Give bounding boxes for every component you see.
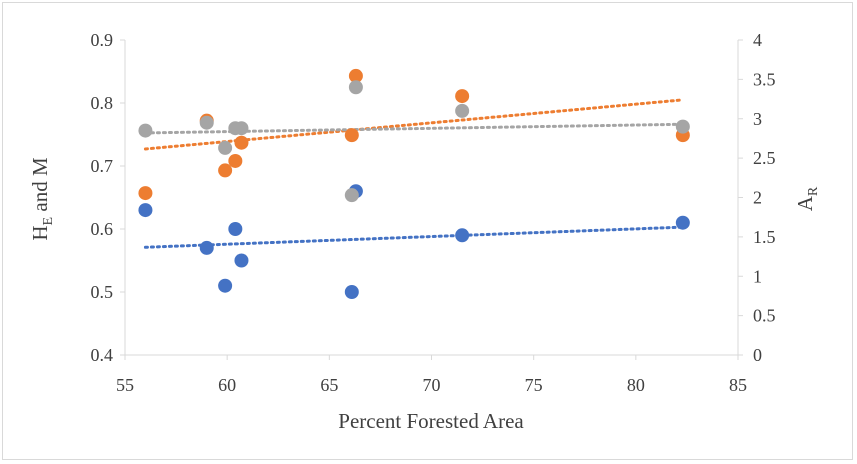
data-point-series-2 bbox=[218, 163, 233, 178]
tick-marks bbox=[120, 39, 743, 360]
x-tick-label: 80 bbox=[627, 375, 645, 395]
y-left-tick-label: 0.4 bbox=[91, 345, 114, 365]
y-right-tick-label: 2.5 bbox=[753, 148, 776, 168]
axes bbox=[124, 40, 739, 356]
data-point-series-3 bbox=[348, 80, 363, 95]
data-point-series-1 bbox=[234, 253, 249, 268]
y-left-tick-label: 0.9 bbox=[91, 30, 114, 50]
y-right-tick-label: 3 bbox=[753, 109, 762, 129]
y-left-title-subscript: E bbox=[41, 217, 56, 226]
y-right-tick-label: 3.5 bbox=[753, 69, 776, 89]
y-left-tick-label: 0.5 bbox=[91, 282, 114, 302]
x-tick-label: 85 bbox=[729, 375, 747, 395]
data-point-series-1 bbox=[455, 228, 470, 243]
data-point-series-1 bbox=[218, 278, 233, 293]
x-tick-label: 75 bbox=[525, 375, 543, 395]
y-right-tick-label: 2 bbox=[753, 188, 762, 208]
data-point-series-3 bbox=[675, 119, 690, 134]
y-left-title-main: H bbox=[28, 225, 52, 240]
data-point-series-2 bbox=[234, 135, 249, 150]
data-point-series-3 bbox=[218, 140, 233, 155]
data-point-series-2 bbox=[348, 68, 363, 83]
y-right-tick-label: 0 bbox=[753, 345, 762, 365]
data-point-series-1 bbox=[138, 203, 153, 218]
data-point-series-2 bbox=[455, 89, 470, 104]
y-left-axis-title: HE and M bbox=[28, 157, 56, 241]
y-right-title-main: A bbox=[793, 195, 817, 211]
x-tick-label: 70 bbox=[423, 375, 441, 395]
y-right-title-subscript: R bbox=[806, 186, 821, 196]
data-point-series-2 bbox=[138, 186, 153, 201]
y-right-tick-label: 1.5 bbox=[753, 227, 776, 247]
data-point-series-2 bbox=[344, 128, 359, 143]
data-point-series-1 bbox=[344, 285, 359, 299]
y-right-axis-title: AR bbox=[793, 186, 821, 211]
y-left-title-tail: and M bbox=[28, 157, 52, 217]
trendline-series-1 bbox=[143, 225, 685, 249]
data-point-series-3 bbox=[234, 121, 249, 136]
tick-labels: 55 60 65 70 75 80 85 0.4 0.5 0.6 0.7 0.8 0.9 0 0.5 1 1.5… bbox=[91, 30, 776, 395]
data-point-series-3 bbox=[199, 115, 214, 130]
data-point-series-1 bbox=[228, 222, 243, 236]
data-point-series-1 bbox=[199, 240, 214, 255]
data-point-series-2 bbox=[228, 153, 243, 168]
y-left-tick-label: 0.8 bbox=[91, 93, 114, 113]
data-point-series-3 bbox=[455, 103, 470, 118]
data-point-series-1 bbox=[675, 215, 690, 230]
data-point-series-3 bbox=[344, 188, 359, 203]
x-axis-title: Percent Forested Area bbox=[338, 409, 524, 433]
y-left-tick-label: 0.6 bbox=[91, 219, 114, 239]
data-points bbox=[138, 68, 690, 299]
y-right-tick-label: 1 bbox=[753, 266, 762, 286]
x-tick-label: 65 bbox=[320, 375, 338, 395]
data-point-series-3 bbox=[138, 123, 153, 138]
y-right-tick-label: 4 bbox=[753, 30, 762, 50]
y-right-tick-label: 0.5 bbox=[753, 306, 776, 326]
x-tick-label: 60 bbox=[218, 375, 236, 395]
y-left-tick-label: 0.7 bbox=[91, 156, 114, 176]
x-tick-label: 55 bbox=[116, 375, 134, 395]
